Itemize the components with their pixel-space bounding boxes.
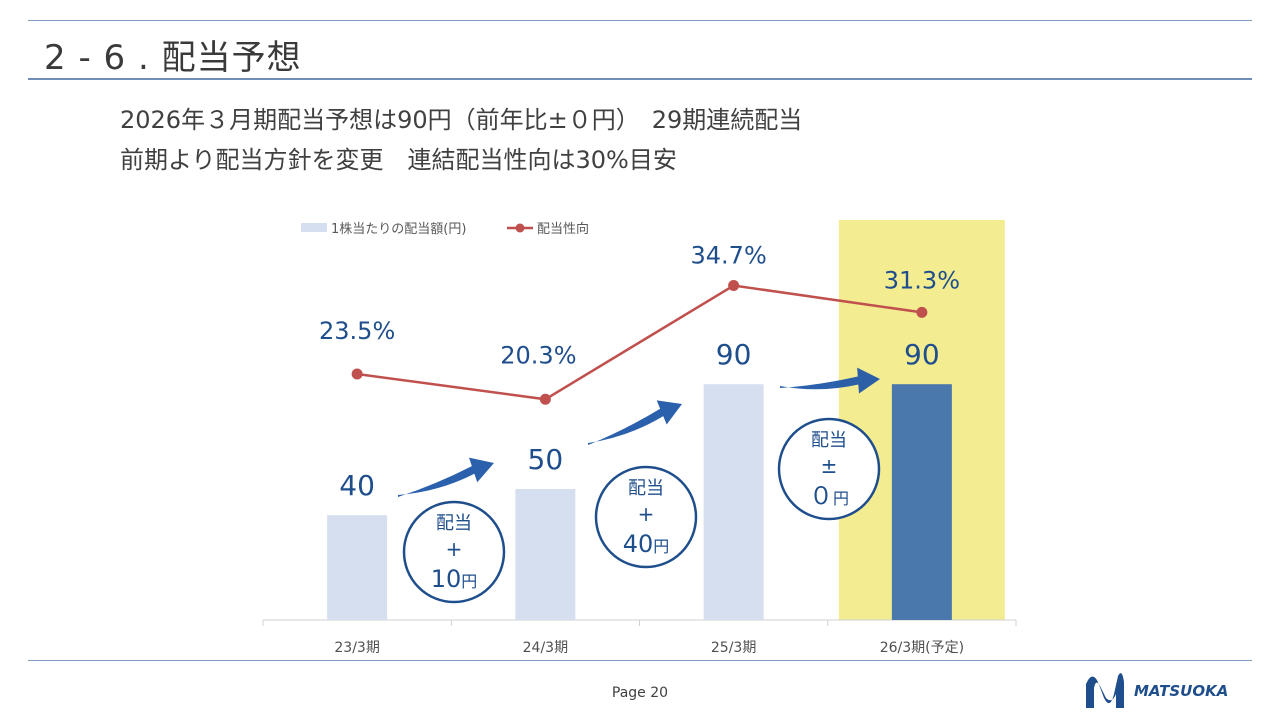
- legend-bar-label: 1株当たりの配当額(円): [331, 222, 466, 237]
- title-rule: [28, 78, 1252, 80]
- dividend-change-badge: [594, 465, 698, 569]
- payout-ratio-point: [728, 280, 740, 292]
- bar-value-label: 40: [339, 469, 375, 502]
- badge-line2: +: [446, 537, 463, 561]
- category-label: 24/3期: [523, 640, 568, 656]
- subtitle-line-2: 前期より配当方針を変更 連結配当性向は30%目安: [120, 146, 677, 174]
- matsuoka-logo: MATSUOKA: [1086, 673, 1228, 708]
- payout-ratio-point: [916, 306, 928, 318]
- category-label: 26/3期(予定): [880, 640, 964, 656]
- growth-arrow-icon: [780, 367, 880, 394]
- logo-wave-mark: [1086, 673, 1124, 708]
- badge-amount: ０円: [809, 482, 849, 510]
- dividend-change-badge: [402, 500, 506, 604]
- legend-bar-swatch: [301, 223, 327, 232]
- badge-amount: 40円: [623, 530, 670, 558]
- payout-ratio-point: [351, 368, 363, 380]
- payout-ratio-label: 23.5%: [319, 317, 395, 345]
- dividend-change-badge: [777, 417, 881, 521]
- category-label: 23/3期: [334, 640, 379, 656]
- payout-ratio-label: 20.3%: [500, 341, 576, 369]
- legend-line-marker: [515, 223, 525, 233]
- logo-text: MATSUOKA: [1134, 682, 1228, 700]
- bar-value-label: 90: [716, 338, 752, 371]
- legend-line-label: 配当性向: [537, 221, 589, 237]
- payout-ratio-line: [356, 284, 923, 401]
- badge-line1: 配当: [436, 513, 472, 534]
- badge-line1: 配当: [628, 478, 664, 499]
- dividend-bar: [515, 489, 576, 620]
- badge-amount: 10円: [431, 565, 478, 593]
- payout-ratio-label: 31.3%: [884, 266, 960, 294]
- page-number: Page 20: [611, 685, 669, 701]
- dividend-bar: [703, 384, 764, 620]
- badge-line2: ±: [821, 454, 838, 478]
- badge-line2: +: [638, 502, 655, 526]
- slide-title: 2 - 6 . 配当予想: [44, 38, 302, 78]
- bar-value-label: 50: [528, 443, 564, 476]
- dividend-bar: [327, 515, 388, 620]
- payout-ratio-point: [539, 393, 551, 405]
- subtitle-line-1: 2026年３月期配当予想は90円（前年比±０円） 29期連続配当: [120, 106, 803, 134]
- footer-rule: [28, 660, 1252, 661]
- growth-arrow-icon: [588, 400, 682, 445]
- bar-value-label: 90: [904, 338, 940, 371]
- dividend-bar: [891, 384, 952, 620]
- growth-arrow-icon: [398, 457, 494, 497]
- top-rule: [28, 20, 1252, 21]
- payout-ratio-label: 34.7%: [691, 242, 767, 270]
- category-label: 25/3期: [711, 640, 756, 656]
- badge-line1: 配当: [811, 430, 847, 451]
